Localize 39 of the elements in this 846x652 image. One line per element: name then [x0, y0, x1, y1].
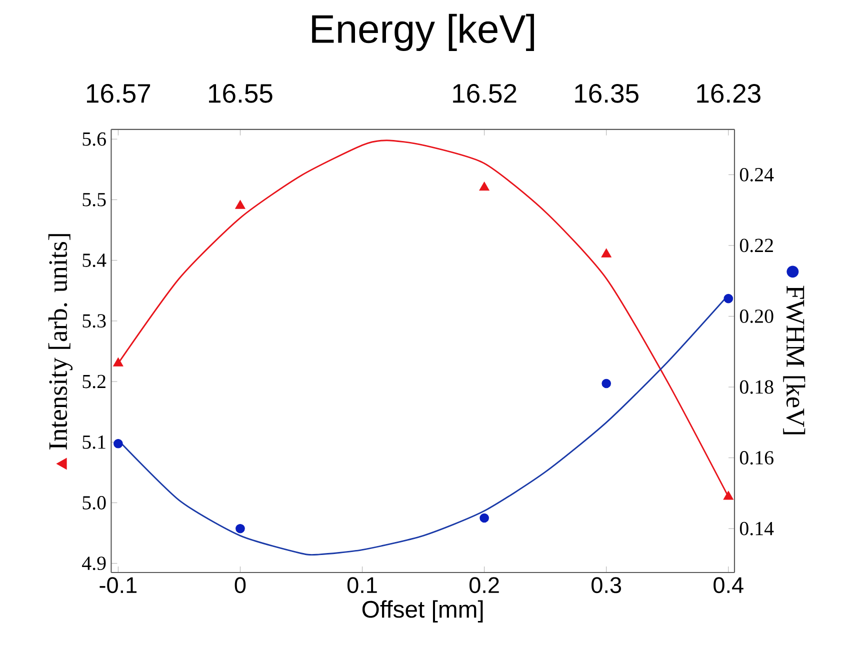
y-tick-label: 4.9	[82, 556, 106, 570]
point	[723, 490, 734, 500]
annotation: 16.52	[453, 84, 516, 103]
annotation: 16.57	[86, 84, 150, 103]
y-tick-label: 5.5	[82, 193, 106, 206]
y2-tick-label: 0.16	[740, 450, 774, 465]
y2-tick-label: 0.14	[740, 522, 774, 536]
point	[602, 378, 611, 388]
point	[114, 438, 123, 448]
point	[113, 357, 124, 366]
annotation: 16.55	[209, 84, 272, 103]
point	[724, 294, 734, 304]
point	[480, 513, 489, 523]
x-tick-label: -0.1	[100, 577, 137, 594]
annotation: 16.23	[697, 84, 760, 103]
x-tick-label: 0.2	[469, 577, 499, 594]
y2-tick-label: 0.18	[740, 380, 774, 394]
y-tick-label: 5.4	[82, 254, 106, 267]
y-tick-label: 5.2	[82, 374, 106, 388]
y-tick-label: 5.0	[82, 496, 106, 510]
y-axis-title: Intensity [arb. units]	[48, 234, 73, 450]
chart-title: Energy [keV]	[312, 14, 534, 51]
y2-tick-label: 0.22	[740, 238, 773, 252]
y2-axis-title: FWHM [keV]	[783, 286, 806, 434]
point	[601, 248, 612, 258]
x-tick-label: 0.1	[347, 577, 377, 594]
x-tick-label: 0	[234, 577, 246, 594]
point	[479, 182, 490, 191]
annotation: 16.35	[575, 84, 638, 103]
point	[235, 200, 246, 209]
y2-tick-label: 0.24	[740, 168, 774, 182]
y-tick-label: 5.3	[82, 314, 106, 328]
x-axis-title: Offset [mm]	[362, 600, 483, 622]
y-tick-label: 5.6	[82, 132, 106, 146]
point	[236, 524, 245, 534]
y2-tick-label: 0.20	[740, 309, 774, 323]
y-tick-label: 5.1	[82, 435, 106, 449]
x-tick-label: 0.4	[714, 577, 744, 594]
x-tick-label: 0.3	[592, 577, 622, 594]
